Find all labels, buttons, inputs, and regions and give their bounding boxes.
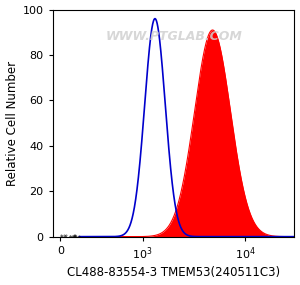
X-axis label: CL488-83554-3 TMEM53(240511C3): CL488-83554-3 TMEM53(240511C3) [67, 266, 280, 280]
Text: WWW.PTGLAB.COM: WWW.PTGLAB.COM [105, 30, 242, 43]
Y-axis label: Relative Cell Number: Relative Cell Number [6, 60, 19, 186]
